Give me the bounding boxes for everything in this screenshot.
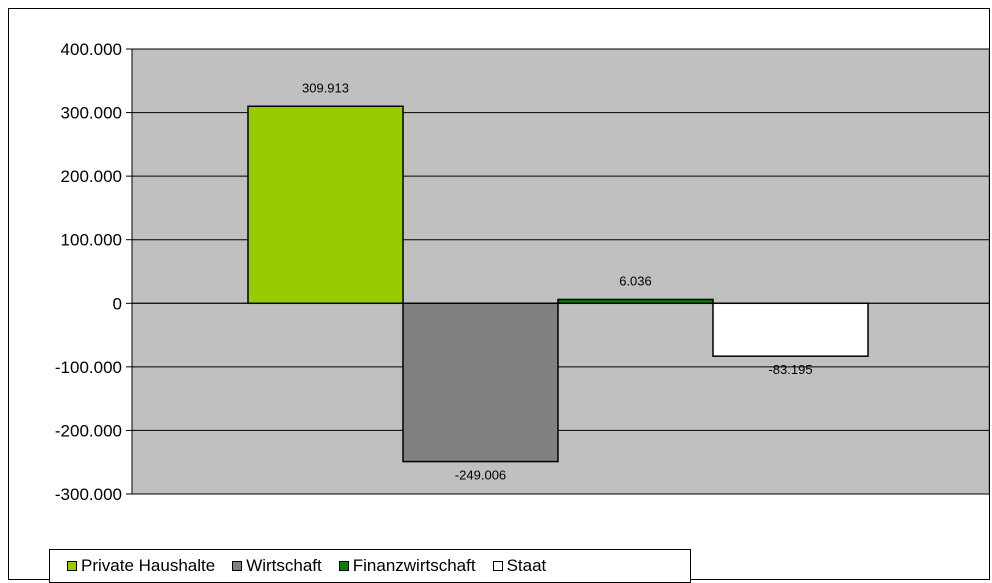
bar-data-label: -249.006 <box>455 468 506 483</box>
y-tick-label: -100.000 <box>55 358 122 377</box>
legend-item-staat: Staat <box>492 556 547 576</box>
legend-item-wirtschaft: Wirtschaft <box>232 556 322 576</box>
legend-swatch-staat <box>492 561 503 571</box>
legend: Private Haushalte Wirtschaft Finanzwirts… <box>49 549 691 583</box>
legend-swatch-private-haushalte <box>67 561 77 571</box>
bar-data-label: 309.913 <box>302 80 349 95</box>
bar <box>557 298 714 305</box>
legend-item-private-haushalte: Private Haushalte <box>67 556 215 576</box>
legend-label-finanzwirtschaft: Finanzwirtschaft <box>352 556 476 575</box>
legend-label-private-haushalte: Private Haushalte <box>81 556 216 575</box>
y-tick-label: 0 <box>113 294 122 313</box>
y-tick-label: 100.000 <box>61 231 122 250</box>
legend-item-finanzwirtschaft: Finanzwirtschaft <box>338 556 476 576</box>
y-tick-label: 300.000 <box>61 104 122 123</box>
bar <box>402 302 559 463</box>
bar <box>712 302 869 357</box>
chart-svg: 400.000 300.000 200.000 100.000 0 -100.000 -20… <box>55 40 989 504</box>
y-tick-label: 200.000 <box>61 167 122 186</box>
y-tick-label: -200.000 <box>55 421 122 440</box>
legend-swatch-wirtschaft <box>232 561 243 571</box>
bar <box>247 105 404 305</box>
legend-swatch-finanzwirtschaft <box>338 561 349 571</box>
bar-data-label: -83.195 <box>768 362 812 377</box>
bar-data-label: 6.036 <box>619 273 652 288</box>
chart-area: 400.000 300.000 200.000 100.000 0 -100.000 -20… <box>8 8 990 583</box>
legend-label-staat: Staat <box>506 556 547 575</box>
y-tick-label: 400.000 <box>61 40 122 59</box>
legend-label-wirtschaft: Wirtschaft <box>246 556 322 575</box>
y-tick-label: -300.000 <box>55 485 122 504</box>
